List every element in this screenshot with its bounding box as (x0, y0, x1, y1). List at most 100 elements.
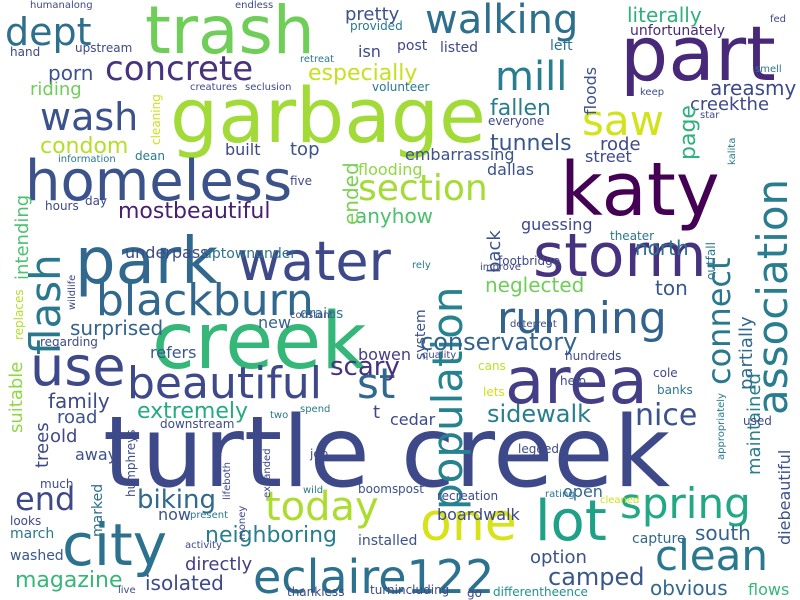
cloud-word: unfortunately (630, 23, 725, 39)
cloud-word: two (270, 410, 288, 421)
cloud-word: day (85, 194, 107, 208)
cloud-word: cleaning (149, 94, 163, 145)
cloud-word: wash (40, 95, 138, 139)
cloud-word: conservatory (420, 328, 577, 356)
cloud-word: end (15, 480, 75, 518)
cloud-word: rating (545, 489, 575, 500)
cloud-word: blackburn (96, 275, 314, 326)
cloud-word: booms (358, 482, 398, 496)
cloud-word: job (309, 447, 328, 461)
cloud-word: anyhow (355, 204, 433, 228)
cloud-word: sidewalk (487, 400, 591, 428)
cloud-word: smell (755, 64, 782, 75)
cloud-word: ton (655, 276, 688, 300)
cloud-word: creatures (190, 82, 237, 93)
cloud-word: downstream (160, 417, 234, 431)
cloud-word: looks (10, 514, 41, 528)
cloud-word: areasmy (710, 76, 797, 100)
cloud-word: rely (412, 260, 431, 271)
cloud-word: marked (90, 484, 106, 537)
cloud-word: underpass (125, 243, 209, 262)
cloud-word: open (563, 482, 603, 501)
cloud-word: footbridge (498, 254, 560, 268)
cloud-word: march (10, 526, 54, 542)
cloud-word: cleaned (600, 495, 639, 506)
cloud-word: kalita (727, 138, 738, 165)
cloud-word: expanded (262, 448, 273, 498)
cloud-word: away (75, 445, 117, 464)
cloud-word: mostbeautiful (118, 199, 270, 224)
cloud-word: surprised (70, 316, 163, 340)
cloud-word: isn (358, 42, 381, 61)
cloud-word: tunnels (490, 131, 572, 156)
cloud-word: back (484, 230, 505, 273)
cloud-word: north (635, 236, 689, 260)
cloud-word: dept (5, 10, 92, 54)
cloud-word: star (700, 110, 720, 121)
cloud-word: concrete (105, 49, 253, 89)
cloud-word: scary (330, 352, 400, 382)
cloud-word: everyone (488, 114, 544, 128)
cloud-word: part (620, 9, 776, 98)
cloud-word: street (585, 147, 632, 166)
cloud-word: porn (48, 61, 93, 85)
cloud-word: bowen (358, 345, 411, 364)
cloud-word: volunteer (372, 80, 429, 94)
cloud-word: present (190, 510, 228, 521)
cloud-word: legged (518, 442, 559, 456)
cloud-word: literally (627, 3, 702, 27)
cloud-word: built (225, 140, 260, 159)
cloud-word: dallas (487, 160, 534, 179)
cloud-word: uptownunder (203, 246, 296, 262)
cloud-word: neighboring (205, 523, 337, 548)
cloud-word: road (57, 407, 97, 428)
cloud-word: activity (185, 540, 222, 551)
cloud-word: especially (308, 61, 417, 86)
cloud-word: camped (548, 563, 645, 591)
cloud-word: humanalong (30, 0, 93, 11)
cloud-word: lot (535, 489, 607, 554)
cloud-word: cans (478, 359, 506, 373)
cloud-word: drains (300, 306, 343, 322)
cloud-word: thankless (287, 585, 344, 599)
cloud-word: turtle creek (103, 396, 671, 510)
cloud-word: differentheence (493, 585, 588, 599)
cloud-word: isolated (145, 571, 224, 595)
cloud-word: used (743, 414, 772, 428)
cloud-word: neglected (485, 273, 584, 297)
cloud-word: guessing (521, 215, 593, 234)
cloud-word: flows (748, 580, 789, 599)
cloud-word: seclusion (245, 82, 291, 93)
cloud-word: improve (480, 262, 521, 273)
cloud-word: extremely (137, 399, 248, 424)
cloud-word: mill (495, 54, 567, 100)
cloud-word: washed (10, 548, 64, 564)
cloud-word: top (290, 139, 320, 160)
cloud-word: fallen (490, 96, 551, 121)
cloud-word: post (398, 482, 424, 496)
cloud-word: spend (300, 404, 330, 415)
cloud-word: installed (358, 533, 417, 549)
cloud-word: storm (533, 221, 707, 291)
cloud-word: listed (440, 40, 478, 56)
cloud-word: pretty (345, 4, 400, 25)
cloud-word: deterrent (510, 319, 557, 330)
cloud-word: trees (32, 422, 53, 468)
cloud-word: boardwalk (437, 505, 521, 524)
cloud-word: katy (560, 147, 720, 233)
cloud-word: cedar (390, 410, 436, 429)
cloud-word: option (530, 547, 587, 568)
cloud-word: go (467, 586, 482, 600)
cloud-word: today (265, 484, 379, 530)
cloud-word: one (420, 493, 517, 553)
cloud-word: t (373, 402, 380, 423)
cloud-word: banks (657, 383, 693, 397)
cloud-word: population (423, 287, 472, 511)
cloud-word: saw (582, 96, 664, 145)
cloud-word: cole (653, 366, 678, 380)
cloud-word: floods (581, 67, 600, 115)
cloud-word: park (75, 225, 218, 299)
cloud-word: beautiful (127, 358, 322, 409)
cloud-word: running (497, 293, 667, 344)
